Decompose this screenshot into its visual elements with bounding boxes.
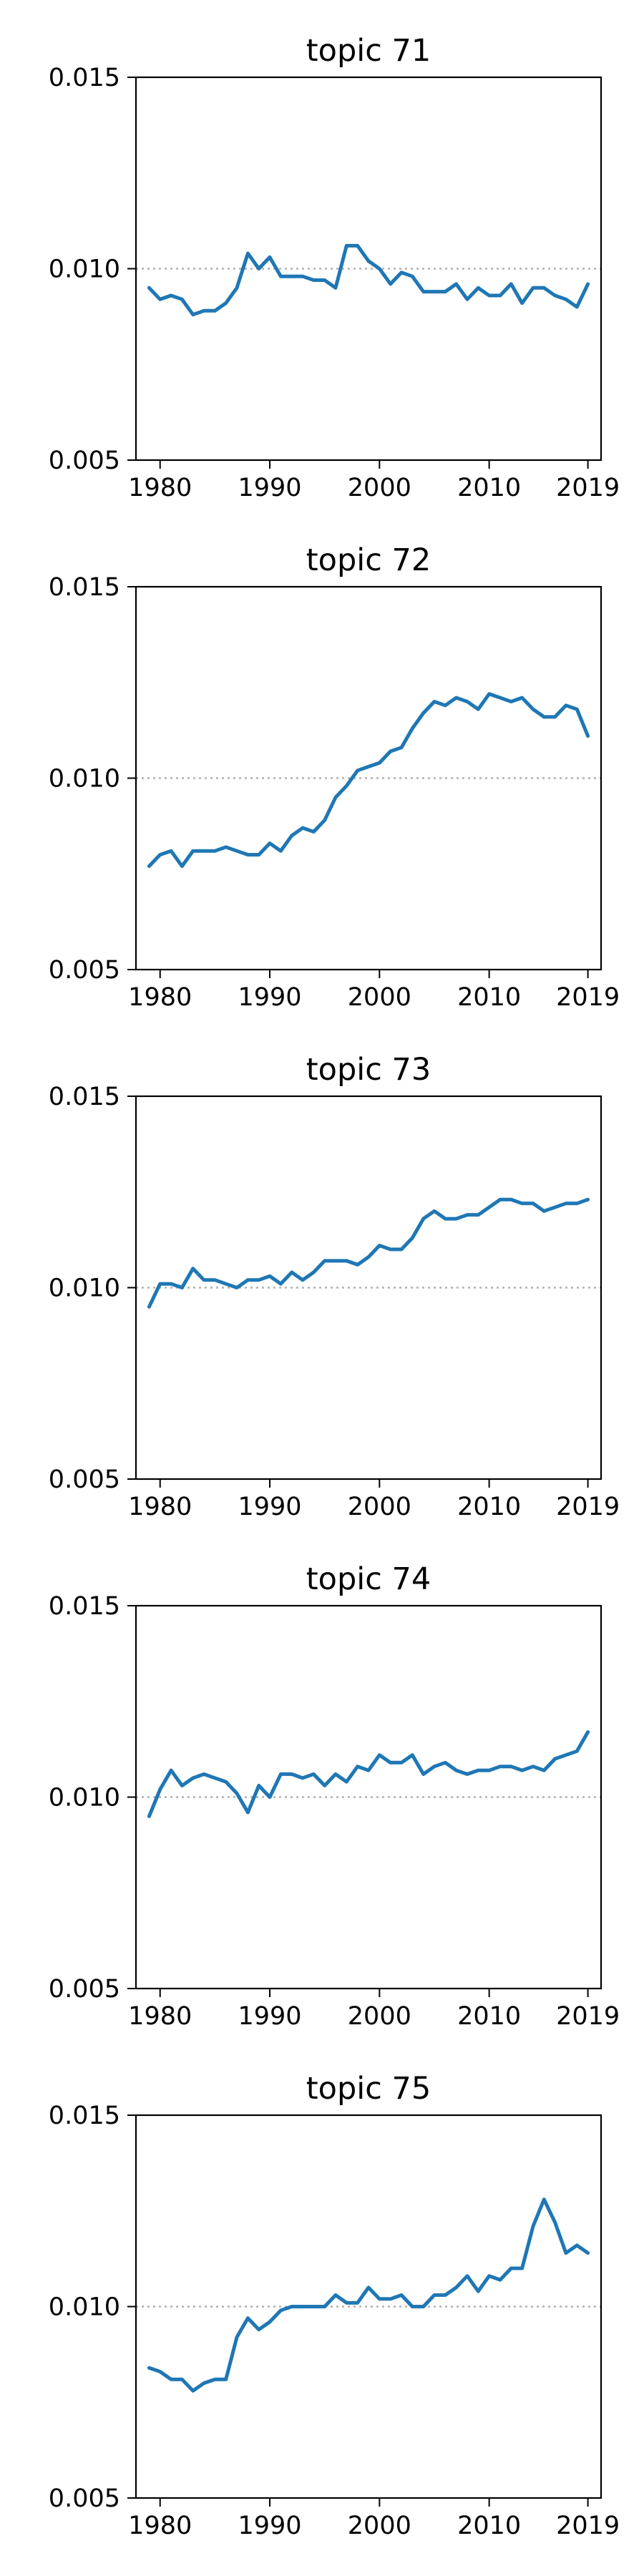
x-tick-label: 2000 [348, 474, 411, 502]
y-tick-label: 0.010 [49, 255, 120, 284]
x-tick-label: 2000 [348, 1493, 411, 1521]
x-tick-label: 1980 [128, 983, 192, 1012]
y-tick-label: 0.015 [49, 64, 120, 92]
series-line [147, 692, 590, 868]
x-tick-label: 1990 [238, 2002, 301, 2031]
chart-panel-1: topic 71 0.005 0.010 0.015 1980 1990 2000 2010 2… [49, 33, 620, 502]
x-tick-label: 1990 [238, 1493, 301, 1521]
chart-panel-3: topic 73 0.005 0.010 0.015 1980 1990 2000 2010 2… [49, 1052, 620, 1521]
plot-frame [135, 585, 602, 971]
y-tick-label: 0.010 [49, 2293, 120, 2322]
x-tick-label: 1980 [128, 1493, 192, 1521]
chart-title: topic 71 [306, 33, 431, 69]
plot-frame [135, 2114, 602, 2499]
y-tick-label: 0.010 [49, 1784, 120, 1813]
x-tick-label: 2019 [556, 1493, 620, 1521]
x-tick-label: 2019 [556, 474, 620, 502]
x-tick-label: 2000 [348, 2512, 411, 2540]
x-tick-label: 2000 [348, 983, 411, 1012]
chart-title: topic 72 [306, 542, 431, 578]
x-tick-label: 1990 [238, 983, 301, 1012]
series-line [147, 2197, 590, 2393]
x-tick-label: 2019 [556, 2002, 620, 2031]
plot-frame [135, 1604, 602, 1990]
series-line [147, 1197, 590, 1309]
chart-title: topic 75 [306, 2071, 431, 2107]
series-line [147, 1730, 590, 1818]
x-tick-label: 1980 [128, 2002, 192, 2031]
y-tick-label: 0.015 [49, 573, 120, 602]
chart-panel-5: topic 75 0.005 0.010 0.015 1980 1990 2000 2010 2… [49, 2071, 620, 2540]
x-tick-label: 1980 [128, 2512, 192, 2540]
series-line [147, 243, 590, 317]
chart-title: topic 74 [306, 1561, 431, 1597]
x-tick-label: 2010 [457, 2002, 521, 2031]
y-tick-label: 0.005 [49, 956, 120, 985]
x-tick-label: 2000 [348, 2002, 411, 2031]
chart-panel-2: topic 72 0.005 0.010 0.015 1980 1990 2000 2010 2… [49, 542, 620, 1012]
x-tick-label: 2019 [556, 2512, 620, 2540]
x-tick-label: 2010 [457, 2512, 521, 2540]
y-tick-label: 0.005 [49, 447, 120, 475]
y-tick-label: 0.015 [49, 1592, 120, 1621]
y-tick-label: 0.010 [49, 765, 120, 794]
plot-frame [135, 1095, 602, 1480]
y-tick-label: 0.005 [49, 1465, 120, 1494]
y-tick-label: 0.015 [49, 1083, 120, 1111]
chart-panel-4: topic 74 0.005 0.010 0.015 1980 1990 2000 2010 2… [49, 1561, 620, 2031]
x-tick-label: 1980 [128, 474, 192, 502]
y-tick-label: 0.005 [49, 2484, 120, 2513]
x-tick-label: 2019 [556, 983, 620, 1012]
x-tick-label: 2010 [457, 1493, 521, 1521]
x-tick-label: 2010 [457, 474, 521, 502]
x-tick-label: 1990 [238, 2512, 301, 2540]
y-tick-label: 0.015 [49, 2102, 120, 2130]
plot-frame [135, 76, 602, 462]
y-tick-label: 0.010 [49, 1274, 120, 1303]
x-tick-label: 1990 [238, 474, 301, 502]
chart-title: topic 73 [306, 1052, 431, 1088]
y-tick-label: 0.005 [49, 1975, 120, 2004]
x-tick-label: 2010 [457, 983, 521, 1012]
